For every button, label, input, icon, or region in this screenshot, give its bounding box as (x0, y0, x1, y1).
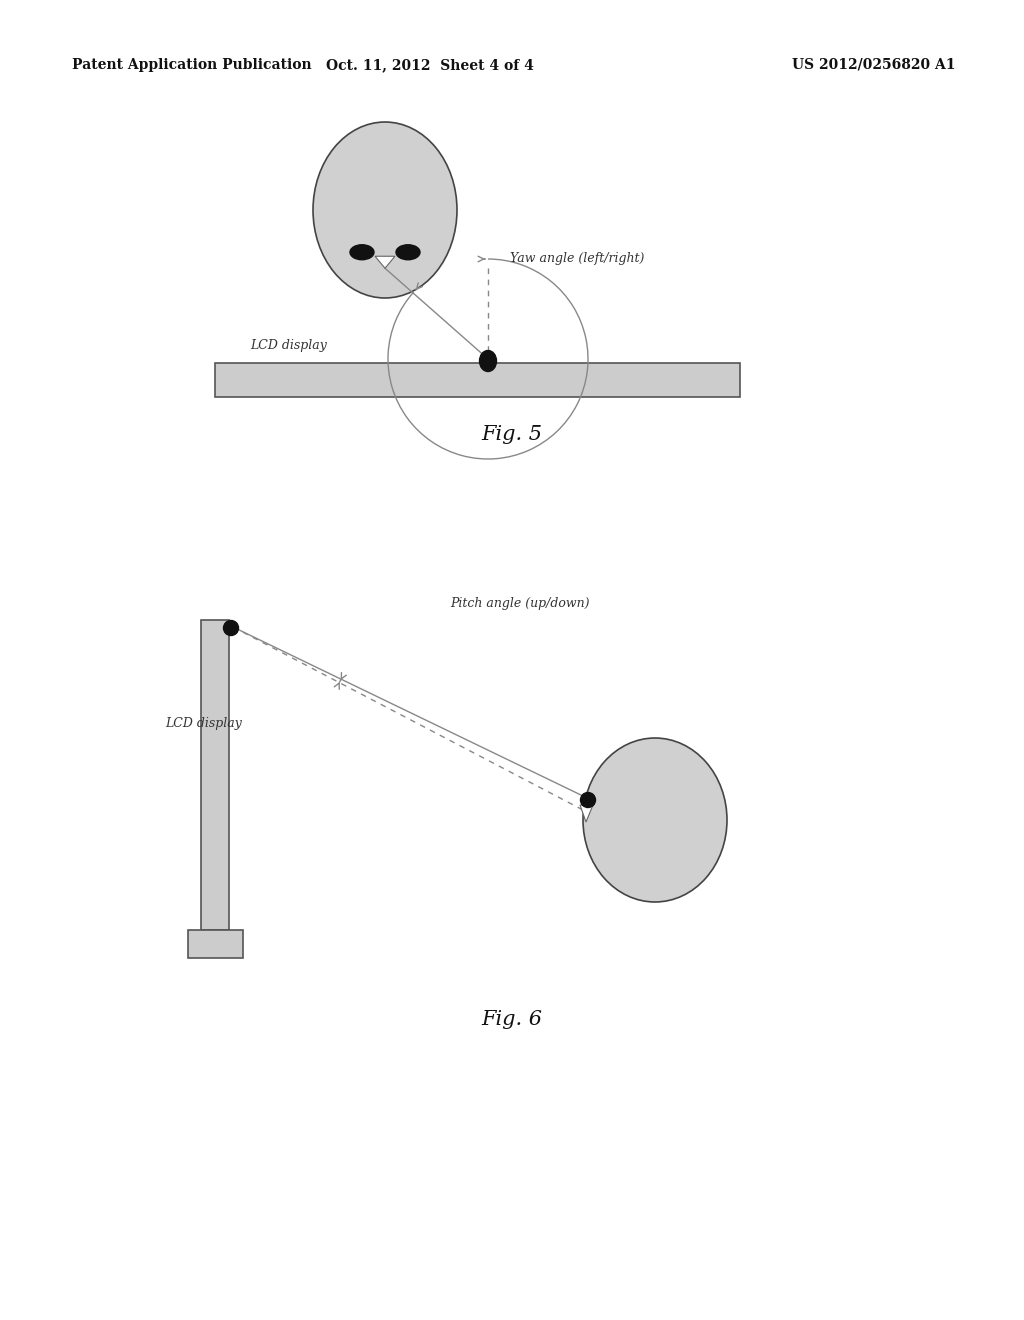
Polygon shape (580, 805, 593, 822)
Ellipse shape (223, 620, 239, 635)
Polygon shape (215, 363, 740, 397)
Ellipse shape (479, 351, 497, 371)
Polygon shape (375, 256, 395, 268)
Polygon shape (187, 931, 243, 958)
Text: Yaw angle (left/right): Yaw angle (left/right) (510, 252, 644, 265)
Text: Oct. 11, 2012  Sheet 4 of 4: Oct. 11, 2012 Sheet 4 of 4 (326, 58, 534, 73)
Text: Pitch angle (up/down): Pitch angle (up/down) (450, 597, 590, 610)
Polygon shape (201, 620, 229, 931)
Ellipse shape (350, 244, 374, 260)
Ellipse shape (581, 792, 596, 808)
Text: Fig. 5: Fig. 5 (481, 425, 543, 444)
Ellipse shape (396, 244, 420, 260)
Ellipse shape (583, 738, 727, 902)
Text: Fig. 6: Fig. 6 (481, 1010, 543, 1030)
Text: US 2012/0256820 A1: US 2012/0256820 A1 (792, 58, 955, 73)
Text: LCD display: LCD display (250, 339, 327, 352)
Text: Patent Application Publication: Patent Application Publication (72, 58, 311, 73)
Text: LCD display: LCD display (165, 717, 242, 730)
Ellipse shape (313, 121, 457, 298)
